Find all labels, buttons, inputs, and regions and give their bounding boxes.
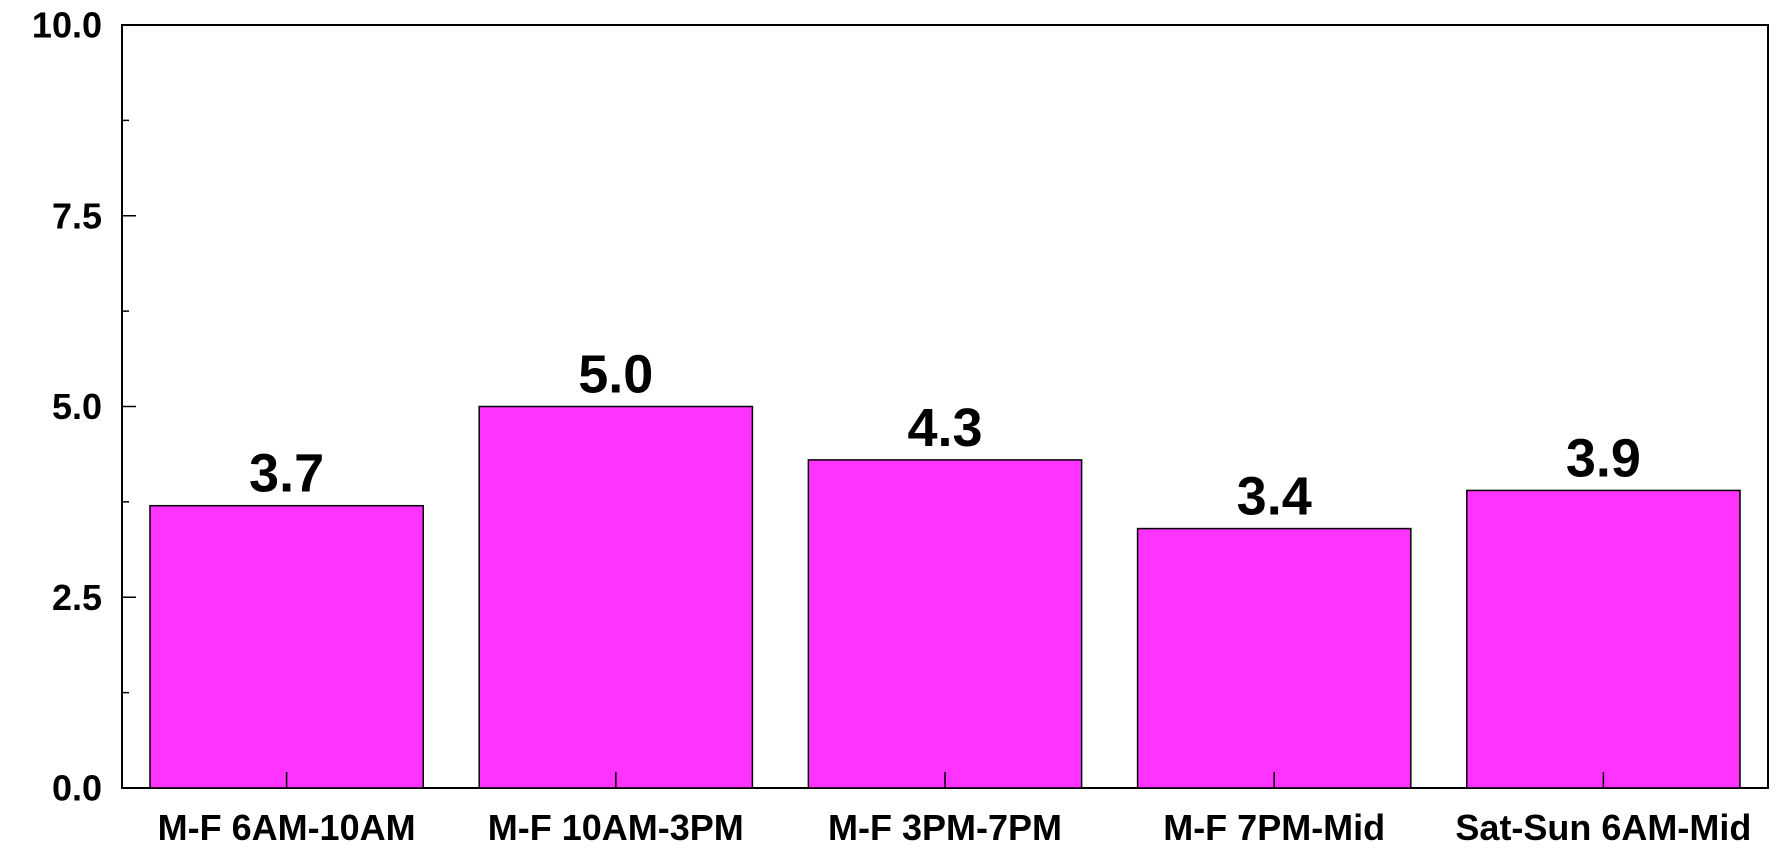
- y-tick-label: 2.5: [52, 577, 102, 618]
- ticks-layer: [122, 24, 1605, 789]
- bar[interactable]: [478, 405, 754, 789]
- bar[interactable]: [149, 504, 424, 789]
- y-tick-label: 0.0: [52, 768, 102, 809]
- data-label: 3.9: [1566, 428, 1641, 488]
- x-category-label: M-F 3PM-7PM: [828, 807, 1062, 848]
- x-category-label: M-F 10AM-3PM: [488, 807, 744, 848]
- y-tick-label: 7.5: [52, 195, 102, 236]
- labels-layer: 0.0 2.5 5.0 7.5 10.0 3.7 M-F 6AM-10AM 5.0 M-F 10…: [32, 5, 1751, 849]
- x-category-label: Sat-Sun 6AM-Mid: [1455, 807, 1751, 848]
- data-label: 3.7: [249, 444, 324, 504]
- x-category-label: M-F 7PM-Mid: [1163, 807, 1385, 848]
- bar[interactable]: [807, 459, 1083, 789]
- data-label: 5.0: [578, 345, 653, 405]
- bar[interactable]: [1136, 527, 1412, 789]
- bar[interactable]: [1466, 489, 1741, 789]
- y-tick-label: 10.0: [32, 5, 102, 46]
- bars-layer: [149, 405, 1741, 789]
- y-tick-label: 5.0: [52, 386, 102, 427]
- data-label: 4.3: [907, 398, 982, 458]
- x-category-label: M-F 6AM-10AM: [158, 807, 416, 848]
- data-label: 3.4: [1237, 467, 1312, 527]
